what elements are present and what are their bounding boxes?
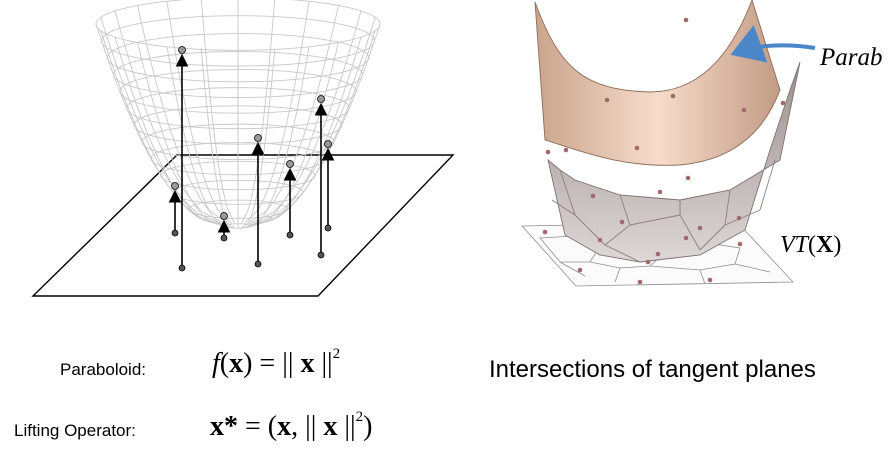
mesh-meridian <box>248 10 362 226</box>
caption: Intersections of tangent planes <box>489 356 816 383</box>
lifting-arrows <box>168 46 335 272</box>
mesh-meridian <box>240 0 276 225</box>
pointer-arrow <box>730 25 816 63</box>
plane-point <box>178 264 186 272</box>
sample-point <box>655 251 661 257</box>
mesh-meridian <box>249 17 376 226</box>
lifted-point <box>324 140 332 148</box>
surface-sample-points <box>542 17 786 285</box>
plane-point <box>286 231 294 239</box>
sample-point <box>657 189 663 195</box>
plane-point <box>254 260 262 268</box>
polyhedral-cells <box>547 61 801 263</box>
paraboloid-surface <box>534 0 781 166</box>
paraboloid-annotation: Parab <box>820 44 883 71</box>
paraboloid-formula: f(x) = || x ||2 <box>212 346 341 380</box>
sample-point <box>645 259 651 265</box>
cell-edges <box>551 159 776 263</box>
lifting-formula: x* = (x, || x ||2) <box>210 409 373 443</box>
vt-arg: X <box>816 232 834 258</box>
mesh-meridian <box>200 0 236 225</box>
mesh-meridian <box>100 30 227 228</box>
sample-point <box>619 219 625 225</box>
plane-point <box>324 224 332 232</box>
mesh-meridian <box>137 5 230 225</box>
formula-func: f <box>212 348 220 379</box>
mesh-meridian <box>249 30 376 228</box>
lifted-point <box>254 134 262 142</box>
sample-point <box>542 229 548 235</box>
paraboloid-wireframe <box>95 0 381 229</box>
plane-point <box>220 234 228 242</box>
lifted-point <box>286 160 294 168</box>
lifting-exp: 2 <box>355 409 364 425</box>
right-panel <box>521 0 816 287</box>
sample-point <box>707 277 713 283</box>
mesh-meridian <box>100 17 227 226</box>
sample-point <box>590 193 596 199</box>
mesh-meridian <box>248 36 362 228</box>
lifting-norm-var: x <box>323 411 338 442</box>
sample-point <box>597 237 603 243</box>
sample-point <box>604 97 610 103</box>
lifting-operator-label: Lifting Operator: <box>14 421 136 440</box>
sample-point <box>545 149 551 155</box>
sample-point <box>780 100 786 106</box>
paraboloid-label: Paraboloid: <box>60 360 147 379</box>
sample-point <box>670 93 676 99</box>
sample-point <box>697 225 703 231</box>
mesh-meridian <box>243 1 310 225</box>
left-panel <box>31 0 455 297</box>
sample-point <box>634 145 640 151</box>
sample-point <box>683 17 689 23</box>
sample-point <box>736 215 742 221</box>
lifted-point <box>220 212 228 220</box>
formula-exp: 2 <box>332 346 341 362</box>
sample-point <box>577 267 583 273</box>
mesh-meridian <box>246 5 339 225</box>
ground-plane <box>31 154 455 297</box>
mesh-meridian <box>243 46 310 229</box>
voronoi-label: VT(X) <box>780 232 842 258</box>
lifted-point <box>171 182 179 190</box>
sample-point <box>563 147 569 153</box>
mesh-meridian <box>200 49 236 229</box>
sample-point <box>683 235 689 241</box>
lifted-point <box>317 95 325 103</box>
plane-point <box>171 229 179 237</box>
sample-point <box>737 241 743 247</box>
mesh-meridian <box>240 49 276 229</box>
lifting-inner-var: x <box>277 411 292 442</box>
formula-norm-var: x <box>300 348 315 379</box>
sample-point <box>637 279 643 285</box>
vt-func: VT <box>780 232 809 258</box>
sample-point <box>741 107 747 113</box>
lifting-var: x* <box>210 411 238 442</box>
lifted-point <box>178 46 186 54</box>
mesh-meridian <box>166 1 233 225</box>
sample-point <box>685 175 691 181</box>
mesh-meridian <box>166 46 233 229</box>
formula-var: x <box>229 348 244 379</box>
plane-point <box>317 251 325 259</box>
